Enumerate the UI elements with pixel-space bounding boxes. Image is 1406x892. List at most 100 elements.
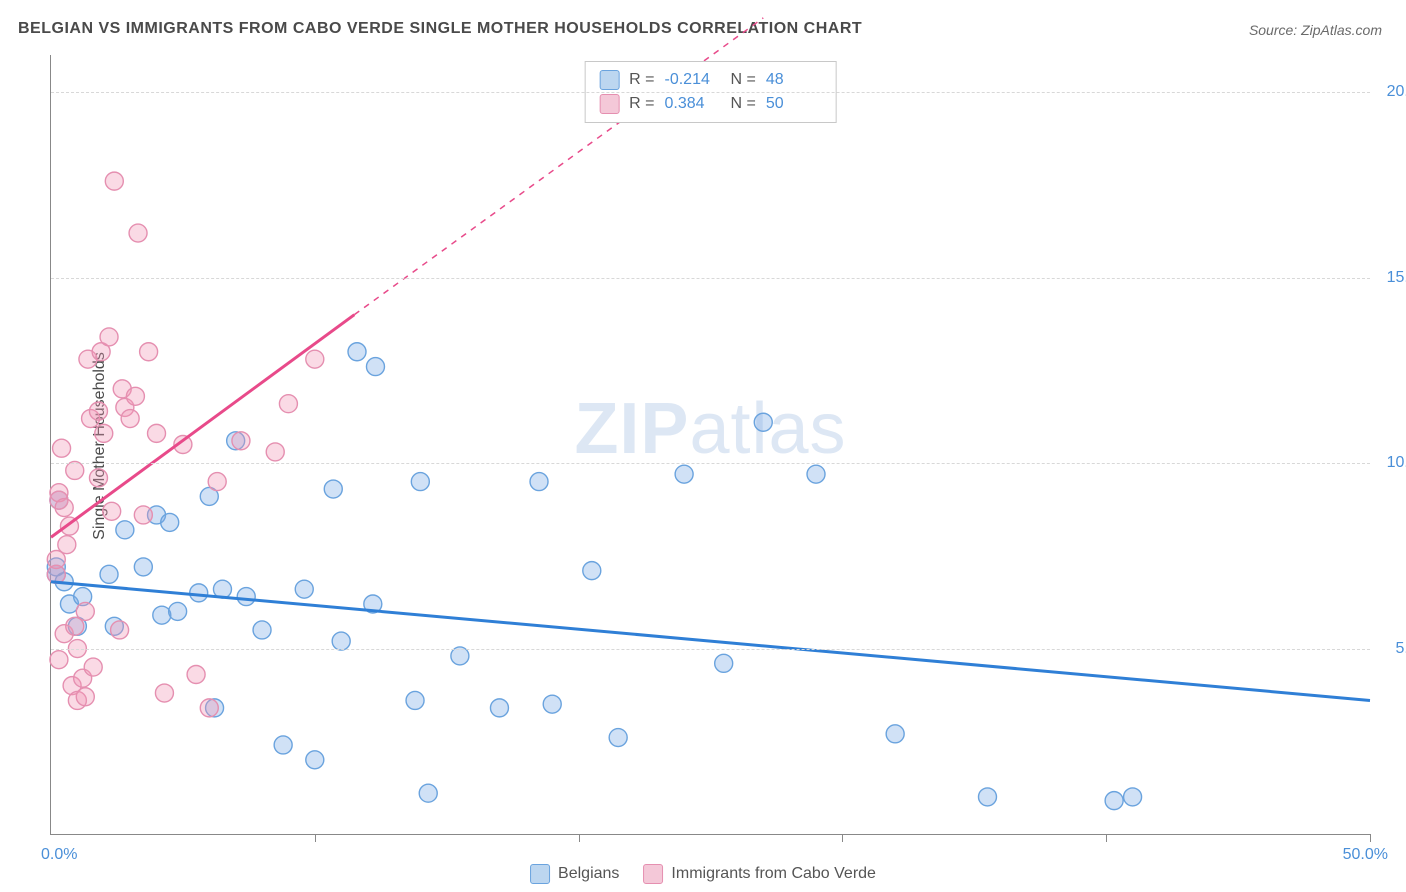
scatter-point [121,410,139,428]
scatter-point [53,439,71,457]
scatter-point [807,465,825,483]
stats-n-value-1: 50 [766,92,822,116]
scatter-point [490,699,508,717]
scatter-point [153,606,171,624]
scatter-point [200,699,218,717]
scatter-point [116,521,134,539]
scatter-point [111,621,129,639]
scatter-point [129,224,147,242]
scatter-point [126,387,144,405]
scatter-point [266,443,284,461]
scatter-point [306,350,324,368]
legend-label-1: Immigrants from Cabo Verde [671,865,876,883]
scatter-point [155,684,173,702]
scatter-point [306,751,324,769]
scatter-point [89,402,107,420]
trend-line-belgians [51,582,1370,701]
scatter-point [76,688,94,706]
grid-line [51,92,1370,93]
scatter-point [58,536,76,554]
scatter-point [1105,792,1123,810]
x-tick [579,834,580,842]
scatter-point [324,480,342,498]
scatter-point [84,658,102,676]
scatter-point [886,725,904,743]
scatter-point [754,413,772,431]
scatter-point [237,588,255,606]
legend-swatch-0 [530,864,550,884]
stats-row-0: R = -0.214 N = 48 [599,68,822,92]
scatter-point [161,513,179,531]
scatter-point [50,651,68,669]
scatter-point [134,558,152,576]
scatter-point [332,632,350,650]
y-tick-label: 10.0% [1387,454,1406,472]
scatter-point [103,502,121,520]
grid-line [51,649,1370,650]
stats-swatch-0 [599,70,619,90]
scatter-point [411,473,429,491]
scatter-point [190,584,208,602]
scatter-point [208,473,226,491]
scatter-point [76,602,94,620]
grid-line [51,463,1370,464]
stats-n-value-0: 48 [766,68,822,92]
scatter-point [148,424,166,442]
scatter-point [978,788,996,806]
chart-title: BELGIAN VS IMMIGRANTS FROM CABO VERDE SI… [18,20,862,38]
scatter-point [530,473,548,491]
scatter-point [140,343,158,361]
legend-item-1: Immigrants from Cabo Verde [643,864,876,884]
scatter-point [100,328,118,346]
scatter-point [419,784,437,802]
scatter-point [715,654,733,672]
scatter-point [105,172,123,190]
stats-r-label-0: R = [629,68,654,92]
x-axis-end-label: 50.0% [1343,846,1388,864]
scatter-point [543,695,561,713]
scatter-point [274,736,292,754]
scatter-point [609,729,627,747]
scatter-point [348,343,366,361]
grid-line [51,278,1370,279]
x-tick [842,834,843,842]
x-tick [315,834,316,842]
scatter-point [169,602,187,620]
y-tick-label: 15.0% [1387,269,1406,287]
stats-swatch-1 [599,94,619,114]
x-tick [1370,834,1371,842]
source-attribution: Source: ZipAtlas.com [1249,22,1382,38]
legend: Belgians Immigrants from Cabo Verde [530,864,876,884]
x-tick [1106,834,1107,842]
stats-n-label-0: N = [731,68,756,92]
scatter-point [583,562,601,580]
stats-r-label-1: R = [629,92,654,116]
stats-n-label-1: N = [731,92,756,116]
scatter-point [675,465,693,483]
stats-r-value-1: 0.384 [665,92,721,116]
scatter-point [187,665,205,683]
scatter-point [89,469,107,487]
legend-label-0: Belgians [558,865,619,883]
legend-item-0: Belgians [530,864,619,884]
y-tick-label: 5.0% [1396,640,1406,658]
plot-area: ZIPatlas R = -0.214 N = 48 R = 0.384 N =… [50,55,1370,835]
scatter-point [295,580,313,598]
scatter-point [406,691,424,709]
scatter-point [100,565,118,583]
scatter-point [66,461,84,479]
chart-svg [51,55,1370,834]
scatter-point [451,647,469,665]
y-tick-label: 20.0% [1387,83,1406,101]
scatter-point [134,506,152,524]
legend-swatch-1 [643,864,663,884]
stats-r-value-0: -0.214 [665,68,721,92]
scatter-point [366,358,384,376]
scatter-point [55,499,73,517]
stats-row-1: R = 0.384 N = 50 [599,92,822,116]
scatter-point [253,621,271,639]
x-axis-start-label: 0.0% [41,846,77,864]
scatter-point [95,424,113,442]
scatter-point [1124,788,1142,806]
scatter-point [232,432,250,450]
